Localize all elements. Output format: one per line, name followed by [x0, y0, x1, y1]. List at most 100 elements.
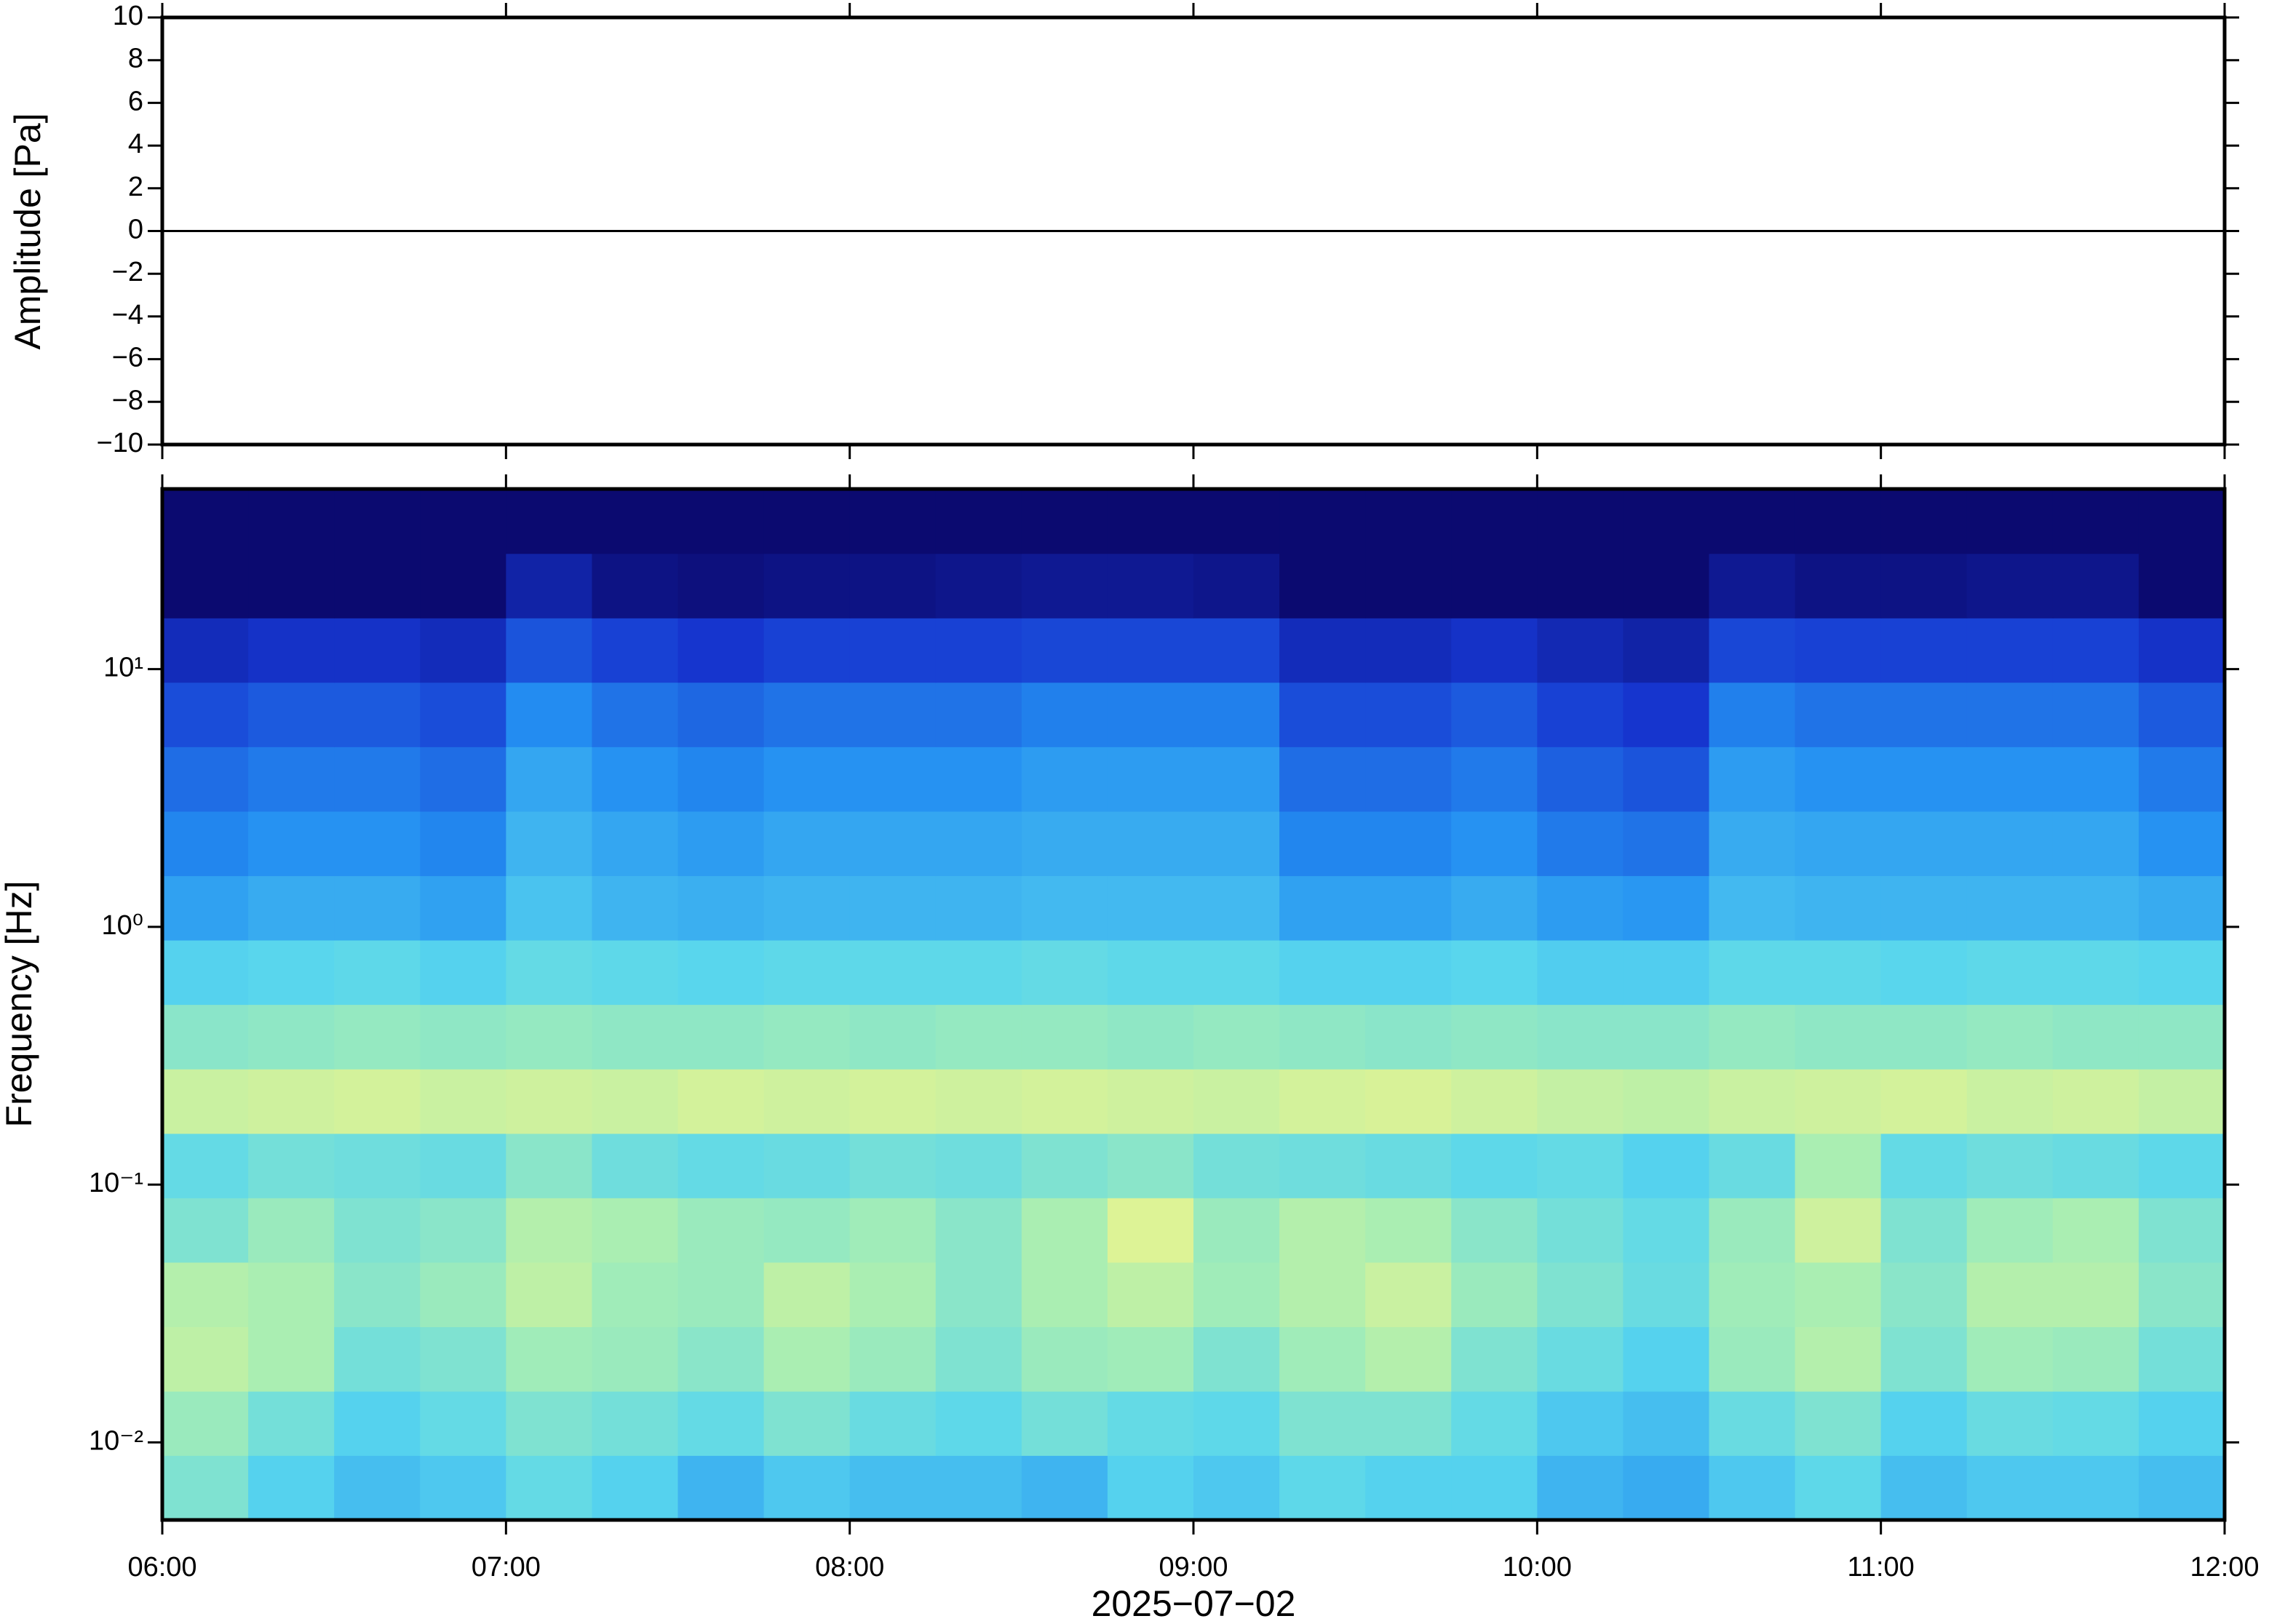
spectrogram-cell: [1537, 939, 1624, 1006]
spectrogram-cell: [1021, 618, 1108, 683]
spectrogram-cell: [1107, 489, 1194, 554]
spectrogram-cell: [2052, 489, 2139, 554]
spectrogram-cell: [1365, 1326, 1452, 1392]
spectrogram-cell: [2052, 939, 2139, 1006]
spectrogram-cell: [1966, 682, 2054, 747]
spectrogram-cell: [1365, 1133, 1452, 1198]
spectrogram-cell: [935, 1390, 1022, 1456]
y-axis-label: Frequency [Hz]: [0, 880, 39, 1127]
spectrogram-cell: [1795, 1004, 1882, 1070]
spectrogram-cell: [849, 1326, 937, 1392]
spectrogram-cell: [1021, 875, 1108, 941]
spectrogram-cell: [763, 682, 851, 747]
spectrogram-cell: [1966, 553, 2054, 618]
spectrogram-cell: [1709, 1069, 1796, 1134]
spectrogram-cell: [1537, 1390, 1624, 1456]
spectrogram-cell: [1795, 489, 1882, 554]
y-tick-label: 10⁻¹: [89, 1168, 143, 1198]
spectrogram-cell: [1880, 1390, 1968, 1456]
spectrogram-cell: [677, 1326, 765, 1392]
spectrogram-cell: [1795, 1133, 1882, 1198]
spectrogram-cell: [849, 1004, 937, 1070]
spectrogram-cell: [248, 939, 335, 1006]
spectrogram-cell: [592, 1069, 679, 1134]
spectrogram-cell: [506, 1326, 593, 1392]
spectrogram-cell: [935, 1262, 1022, 1328]
spectrogram-cell: [420, 1004, 506, 1070]
spectrogram-cell: [677, 875, 765, 941]
spectrogram-cell: [592, 747, 679, 812]
spectrogram-cell: [763, 1198, 851, 1263]
spectrogram-cell: [162, 1390, 249, 1456]
spectrogram-cell: [763, 1069, 851, 1134]
spectrogram-cell: [1966, 939, 2054, 1006]
spectrogram-cell: [1880, 1069, 1968, 1134]
spectrogram-cell: [763, 811, 851, 877]
spectrogram-cell: [1451, 682, 1538, 747]
spectrogram-cell: [1021, 553, 1108, 618]
spectrogram-cell: [1365, 875, 1452, 941]
spectrogram-cell: [2052, 1069, 2139, 1134]
spectrogram-cell: [2138, 939, 2225, 1006]
spectrogram-cell: [1365, 811, 1452, 877]
spectrogram-cell: [1193, 1262, 1280, 1328]
spectrogram-cell: [1107, 1262, 1194, 1328]
spectrogram-cell: [849, 1455, 937, 1521]
spectrogram-cell: [1279, 489, 1366, 554]
spectrogram-cell: [506, 939, 593, 1006]
spectrogram-cell: [334, 1262, 421, 1328]
spectrogram-cell: [1795, 1455, 1882, 1521]
spectrogram-cell: [1451, 553, 1538, 618]
spectrogram-cell: [1537, 875, 1624, 941]
y-tick-label: −6: [112, 343, 143, 373]
spectrogram-cell: [1709, 1326, 1796, 1392]
spectrogram-cell: [2138, 489, 2225, 554]
spectrogram-cell: [1623, 1133, 1710, 1198]
spectrogram-cell: [1365, 1004, 1452, 1070]
x-tick-label: 07:00: [472, 1552, 541, 1583]
spectrogram-cell: [1880, 747, 1968, 812]
spectrogram-cell: [334, 1198, 421, 1263]
spectrogram-cell: [506, 553, 593, 618]
spectrogram-cell: [1880, 1004, 1968, 1070]
spectrogram-cell: [1537, 1326, 1624, 1392]
spectrogram-cell: [592, 1262, 679, 1328]
spectrogram-cell: [1451, 1326, 1538, 1392]
spectrogram-cell: [1107, 1004, 1194, 1070]
spectrogram-cell: [1709, 1133, 1796, 1198]
spectrogram-cell: [2138, 875, 2225, 941]
spectrogram-cell: [1880, 682, 1968, 747]
spectrogram-cell: [1623, 618, 1710, 683]
spectrogram-cell: [677, 1390, 765, 1456]
spectrogram-cell: [1795, 1198, 1882, 1263]
spectrogram-cell: [592, 939, 679, 1006]
spectrogram-cell: [592, 1004, 679, 1070]
spectrogram-cell: [2052, 1390, 2139, 1456]
spectrogram-cell: [1880, 1262, 1968, 1328]
spectrogram-cell: [2138, 553, 2225, 618]
spectrogram-cell: [592, 875, 679, 941]
spectrogram-cell: [2138, 618, 2225, 683]
spectrogram-cell: [1021, 747, 1108, 812]
spectrogram-cell: [1279, 875, 1366, 941]
spectrogram-cell: [420, 747, 506, 812]
y-tick-label: 10¹: [103, 653, 143, 683]
spectrogram-cell: [677, 489, 765, 554]
spectrogram-cell: [1623, 489, 1710, 554]
spectrogram-cell: [1537, 682, 1624, 747]
spectrogram-cell: [1623, 1198, 1710, 1263]
spectrogram-cell: [1193, 811, 1280, 877]
spectrogram-cell: [162, 1326, 249, 1392]
spectrogram-cell: [506, 618, 593, 683]
spectrogram-cell: [1966, 811, 2054, 877]
spectrogram-cell: [334, 1455, 421, 1521]
y-tick-label: −8: [112, 385, 143, 415]
spectrogram-cell: [1880, 618, 1968, 683]
spectrogram-cell: [677, 747, 765, 812]
spectrogram-cell: [420, 1390, 506, 1456]
spectrogram-cell: [1365, 1198, 1452, 1263]
y-tick-label: 4: [128, 129, 143, 159]
spectrogram-cell: [677, 618, 765, 683]
spectrogram-cell: [677, 1262, 765, 1328]
